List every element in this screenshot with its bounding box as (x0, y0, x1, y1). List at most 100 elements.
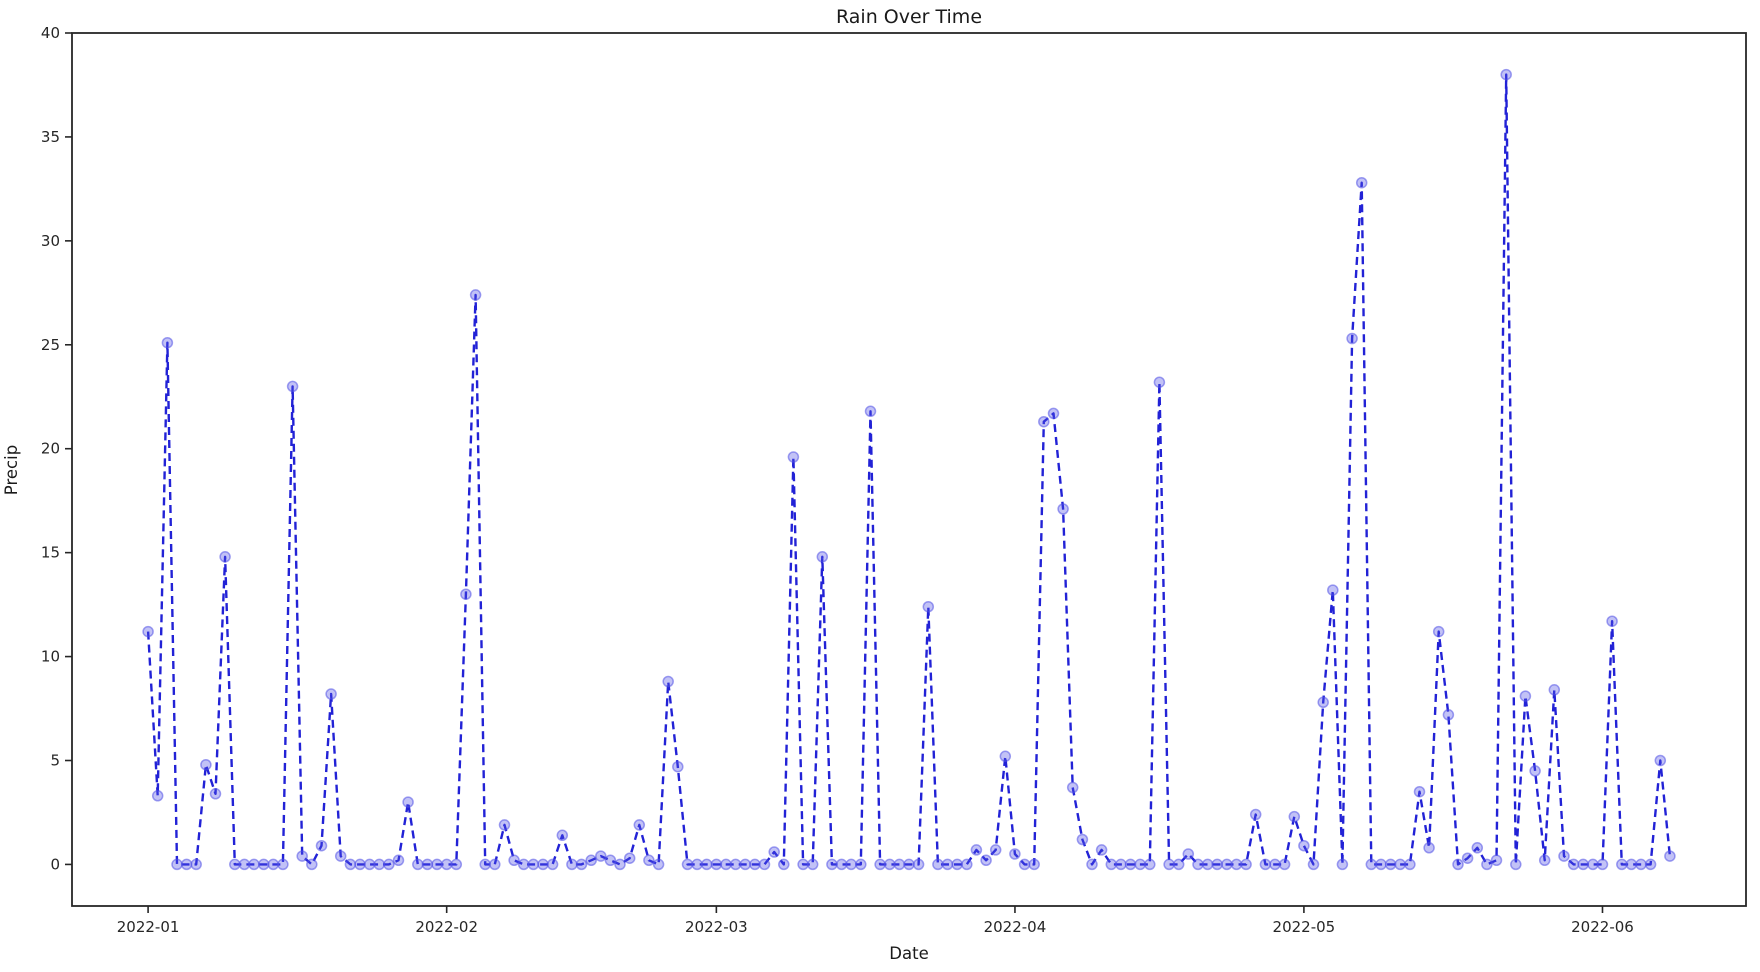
data-point (450, 858, 463, 871)
data-point (306, 858, 318, 871)
y-axis-label: Precip (2, 445, 21, 495)
data-point (1076, 833, 1089, 846)
data-point (864, 405, 877, 418)
data-point (219, 551, 231, 563)
data-point (508, 854, 520, 867)
x-tick-label: 2022-04 (984, 918, 1047, 936)
data-point (806, 858, 819, 871)
y-tick-label: 15 (41, 544, 60, 562)
data-point (1038, 415, 1050, 428)
data-point (797, 858, 809, 871)
data-point (903, 858, 915, 871)
data-point (479, 858, 491, 871)
data-point (412, 858, 424, 871)
data-point (1211, 858, 1223, 871)
data-point (999, 750, 1012, 763)
x-tick-label: 2022-03 (685, 918, 748, 936)
y-tick-label: 35 (41, 128, 60, 146)
data-point (267, 858, 280, 871)
data-point (835, 858, 848, 871)
data-point (720, 858, 732, 871)
data-point (1105, 858, 1118, 871)
data-point (1375, 858, 1387, 871)
data-point (710, 858, 723, 871)
data-point (1317, 696, 1329, 709)
data-point (662, 675, 674, 688)
data-point (1057, 503, 1069, 515)
y-tick-label: 0 (50, 855, 60, 873)
data-point (768, 846, 780, 858)
data-point (1163, 858, 1175, 871)
data-point (855, 858, 867, 871)
data-point (1327, 584, 1339, 596)
x-tick-label: 2022-01 (117, 918, 180, 936)
data-point (1577, 858, 1589, 871)
data-point (1009, 848, 1021, 860)
data-point (604, 854, 617, 867)
x-tick-label: 2022-05 (1273, 918, 1336, 936)
data-point (614, 858, 626, 871)
data-point (961, 858, 973, 871)
data-point (700, 858, 713, 871)
data-point (951, 858, 963, 871)
data-point (498, 819, 511, 831)
data-point (489, 858, 501, 871)
data-point (980, 854, 992, 867)
data-point (527, 858, 540, 871)
data-point (1404, 858, 1416, 871)
data-point (1625, 858, 1638, 871)
data-point (257, 858, 270, 871)
data-point (912, 858, 925, 871)
data-point (941, 858, 954, 871)
data-point (392, 854, 405, 867)
data-point (1558, 850, 1570, 862)
data-point (1481, 858, 1493, 871)
data-point (1240, 858, 1252, 871)
data-point (1365, 858, 1378, 871)
data-point (729, 858, 742, 871)
y-tick-label: 25 (41, 336, 60, 354)
data-point (1394, 858, 1406, 871)
data-point (1086, 858, 1098, 871)
data-point (575, 858, 588, 871)
data-point (1596, 858, 1609, 871)
data-point (1192, 858, 1204, 871)
plot-area (72, 33, 1746, 906)
data-point (363, 858, 376, 871)
data-point (460, 588, 472, 600)
data-point (1307, 858, 1320, 871)
data-point (739, 858, 752, 871)
data-point (440, 858, 453, 871)
x-tick-label: 2022-02 (415, 918, 478, 936)
data-point (1221, 858, 1233, 871)
data-point (1153, 376, 1166, 388)
data-point (1567, 858, 1580, 871)
data-point (1529, 765, 1541, 777)
x-tick-label: 2022-06 (1571, 918, 1634, 936)
data-point (1654, 754, 1667, 767)
data-point (566, 858, 578, 871)
y-tick-label: 40 (41, 24, 60, 42)
data-line (146, 73, 1672, 866)
data-point (383, 858, 395, 871)
data-point (229, 858, 241, 871)
data-point (1115, 858, 1127, 871)
data-point (1047, 407, 1060, 420)
data-point (1452, 858, 1464, 871)
data-point (652, 858, 665, 871)
data-point (681, 858, 694, 871)
data-point (932, 858, 944, 871)
data-point (1124, 858, 1137, 871)
data-point (970, 844, 983, 856)
data-point (1548, 684, 1561, 696)
data-point (1172, 858, 1185, 871)
data-point (883, 858, 896, 871)
data-point (1182, 848, 1195, 860)
data-point (826, 858, 838, 871)
data-point (1490, 854, 1503, 867)
y-tick-label: 30 (41, 232, 60, 250)
data-point (286, 380, 299, 393)
data-point (1616, 858, 1628, 871)
data-point (1461, 852, 1474, 864)
